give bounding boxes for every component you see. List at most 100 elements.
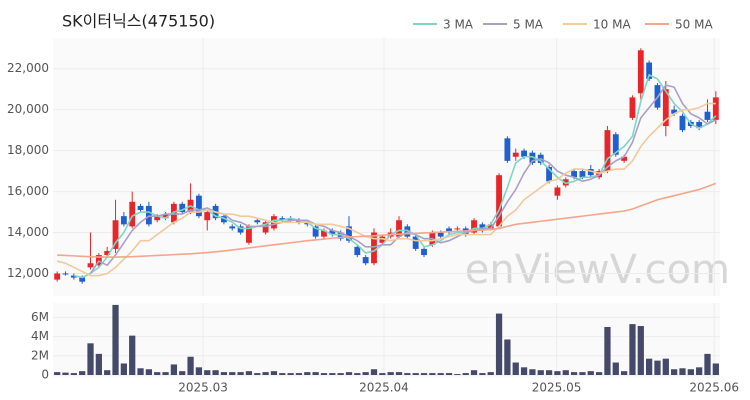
y-tick-label: 18,000	[7, 143, 49, 157]
candle-body	[437, 232, 444, 237]
candle-body	[546, 167, 552, 182]
volume-bar	[696, 367, 703, 375]
volume-bar	[562, 370, 569, 375]
volume-bar	[137, 368, 144, 375]
candle-body	[154, 216, 161, 221]
volume-bar	[470, 370, 478, 375]
candle-body	[604, 130, 611, 172]
volume-bar	[454, 374, 461, 375]
candle-body	[362, 257, 369, 264]
volume-bar	[604, 327, 611, 375]
volume-bar	[212, 370, 219, 375]
candle-body	[321, 230, 327, 237]
volume-bar	[62, 372, 69, 375]
volume-bar	[287, 373, 294, 375]
volume-bar	[504, 339, 511, 375]
y-tick-label: 22,000	[7, 61, 49, 75]
volume-bar	[420, 373, 428, 375]
candle-body	[646, 62, 653, 79]
candle-body	[354, 246, 361, 256]
candle-body	[487, 224, 494, 229]
candle-body	[562, 179, 569, 186]
candle-body	[496, 175, 502, 227]
candle-body	[479, 224, 486, 231]
candle-body	[129, 201, 136, 227]
candle-body	[696, 121, 703, 129]
volume-bar	[179, 371, 186, 375]
candle-body	[95, 255, 102, 266]
legend-label: 50 MA	[675, 18, 713, 32]
candle-body	[304, 222, 311, 225]
volume-bar	[337, 373, 344, 375]
legend-label: 10 MA	[593, 18, 631, 32]
candle-body	[346, 226, 352, 241]
candle-body	[662, 89, 669, 127]
candle-body	[629, 97, 636, 118]
volume-bar	[87, 343, 94, 375]
y-tick-label: 4M	[31, 329, 49, 343]
candle-body	[279, 218, 286, 221]
volume-bar	[387, 372, 394, 375]
volume-bar	[204, 370, 211, 375]
candle-body	[421, 248, 427, 256]
candle-body	[679, 115, 686, 131]
volume-bar	[112, 304, 119, 375]
candle-body	[571, 171, 578, 178]
legend-label: 5 MA	[513, 18, 544, 32]
y-tick-label: 14,000	[7, 225, 49, 239]
volume-bar	[370, 369, 378, 375]
volume-bar	[162, 372, 169, 375]
volume-bar	[704, 353, 711, 375]
y-tick-label: 20,000	[7, 102, 49, 116]
ma-line	[57, 182, 717, 258]
candle-body	[504, 138, 511, 161]
candle-body	[204, 212, 211, 221]
candle-body	[587, 169, 594, 176]
volume-bar	[629, 324, 636, 375]
volume-bar	[237, 372, 244, 375]
volume-bar	[554, 371, 561, 375]
volume-bar	[487, 372, 494, 375]
volume-bar	[379, 373, 386, 375]
volume-bar	[437, 373, 444, 375]
candle-body	[246, 226, 252, 243]
volume-bar	[254, 373, 261, 375]
candle-body	[112, 220, 119, 249]
volume-bar	[712, 363, 719, 375]
volume-bar	[320, 373, 328, 375]
candle-body	[120, 216, 127, 225]
volume-bar	[412, 373, 419, 375]
candle-body	[621, 156, 628, 161]
candle-body	[54, 273, 61, 280]
x-tick-label: 2025.06	[689, 381, 739, 395]
volume-bar	[129, 335, 136, 375]
volume-bar	[479, 373, 486, 375]
candle-body	[145, 205, 152, 225]
candle-body	[554, 187, 561, 196]
volume-bar	[154, 372, 161, 375]
volume-bar	[362, 372, 369, 375]
volume-bar	[120, 363, 127, 375]
volume-bar	[295, 373, 303, 375]
candle-body	[195, 195, 202, 217]
volume-bar	[495, 313, 503, 375]
candle-body	[512, 152, 519, 157]
volume-bar	[620, 371, 628, 375]
volume-bar	[654, 360, 661, 375]
x-tick-label: 2025.05	[532, 381, 582, 395]
candle-body	[179, 203, 186, 213]
volume-bar	[595, 372, 603, 375]
candle-body	[221, 216, 227, 223]
volume-bar	[70, 373, 77, 375]
volume-bar	[662, 358, 669, 375]
candle-body	[446, 228, 452, 233]
volume-bar	[637, 326, 644, 375]
candle-body	[287, 218, 294, 221]
volume-bar	[270, 371, 278, 375]
volume-bar	[345, 372, 353, 375]
candle-body	[579, 171, 586, 178]
volume-bar	[512, 362, 519, 375]
legend-label: 3 MA	[443, 18, 474, 32]
volume-panel	[53, 303, 720, 378]
